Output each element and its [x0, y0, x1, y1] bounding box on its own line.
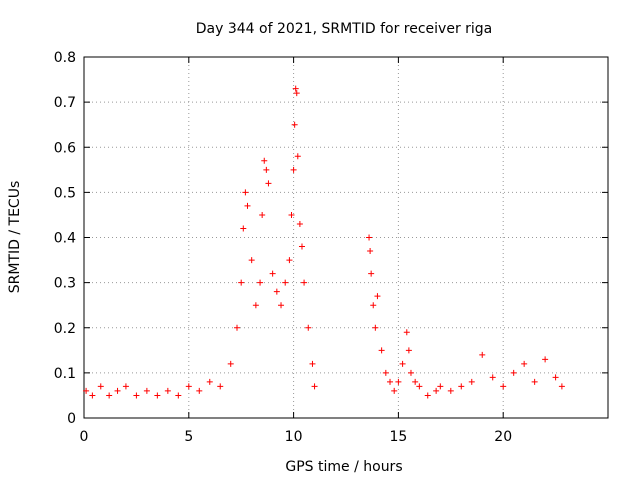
data-point: [143, 387, 150, 394]
data-point: [240, 225, 247, 232]
data-point: [489, 374, 496, 381]
y-tick-label: 0.5: [54, 185, 76, 201]
data-point: [500, 383, 507, 390]
data-point: [294, 153, 301, 160]
data-point: [542, 356, 549, 363]
data-point: [106, 392, 113, 399]
data-point: [405, 347, 412, 354]
data-point: [479, 351, 486, 358]
data-point: [412, 378, 419, 385]
y-tick-label: 0.4: [54, 231, 76, 247]
data-point: [269, 270, 276, 277]
data-point: [391, 387, 398, 394]
data-point: [366, 234, 373, 241]
data-point: [257, 279, 264, 286]
data-point: [510, 369, 517, 376]
data-point: [558, 383, 565, 390]
axis-ticks: 0 0.1 0.2 0.3 0.4 0.5 0.6 0.7 0.8 0 5 10 15 20: [54, 50, 608, 445]
x-tick-label: 15: [389, 429, 407, 445]
data-point: [217, 383, 224, 390]
data-point: [261, 157, 268, 164]
data-point: [367, 248, 374, 255]
data-point: [458, 383, 465, 390]
x-tick-label: 10: [285, 429, 303, 445]
data-point: [234, 324, 241, 331]
data-point: [248, 257, 255, 264]
data-point: [424, 392, 431, 399]
data-point: [407, 369, 414, 376]
x-tick-label: 5: [184, 429, 193, 445]
data-point: [309, 360, 316, 367]
grid-lines: [84, 57, 608, 418]
data-point: [531, 378, 538, 385]
y-tick-label: 0.8: [54, 50, 76, 66]
data-point: [89, 392, 96, 399]
data-point: [273, 288, 280, 295]
data-point: [196, 387, 203, 394]
data-point: [286, 257, 293, 264]
y-tick-label: 0: [67, 411, 76, 427]
data-point: [382, 369, 389, 376]
data-point: [311, 383, 318, 390]
data-point: [291, 121, 298, 128]
y-tick-label: 0.1: [54, 366, 76, 382]
data-point: [154, 392, 161, 399]
data-point: [293, 90, 300, 97]
data-point: [259, 211, 266, 218]
data-point: [372, 324, 379, 331]
y-tick-label: 0.3: [54, 276, 76, 292]
data-point: [416, 383, 423, 390]
data-point: [378, 347, 385, 354]
data-point: [288, 211, 295, 218]
data-point: [238, 279, 245, 286]
data-point: [403, 329, 410, 336]
data-point: [83, 387, 90, 394]
data-point: [437, 383, 444, 390]
data-point: [387, 378, 394, 385]
data-point: [395, 378, 402, 385]
data-point: [399, 360, 406, 367]
y-tick-label: 0.2: [54, 321, 76, 337]
data-point: [133, 392, 140, 399]
data-point: [521, 360, 528, 367]
data-point: [185, 383, 192, 390]
x-tick-label: 20: [494, 429, 512, 445]
plot-border: [83, 56, 609, 419]
data-point: [206, 378, 213, 385]
data-point: [447, 387, 454, 394]
y-tick-label: 0.7: [54, 95, 76, 111]
x-axis-label: GPS time / hours: [285, 459, 402, 475]
data-point: [468, 378, 475, 385]
data-point: [370, 302, 377, 309]
data-point: [374, 293, 381, 300]
data-point: [244, 202, 251, 209]
y-axis-label: SRMTID / TECUs: [7, 181, 23, 294]
data-point: [433, 387, 440, 394]
data-point: [114, 387, 121, 394]
data-point: [175, 392, 182, 399]
chart-title: Day 344 of 2021, SRMTID for receiver rig…: [196, 21, 493, 37]
data-point: [265, 180, 272, 187]
data-point: [282, 279, 289, 286]
data-point: [122, 383, 129, 390]
data-point: [242, 189, 249, 196]
data-point: [278, 302, 285, 309]
data-point: [305, 324, 312, 331]
data-point: [296, 220, 303, 227]
data-point: [164, 387, 171, 394]
data-point: [252, 302, 259, 309]
data-point: [301, 279, 308, 286]
data-point: [97, 383, 104, 390]
data-points: [83, 85, 565, 399]
data-point: [227, 360, 234, 367]
y-tick-label: 0.6: [54, 140, 76, 156]
data-point: [368, 270, 375, 277]
data-point: [263, 166, 270, 173]
data-point: [290, 166, 297, 173]
data-point: [292, 85, 299, 92]
data-point: [298, 243, 305, 250]
x-tick-label: 0: [80, 429, 89, 445]
data-point: [552, 374, 559, 381]
